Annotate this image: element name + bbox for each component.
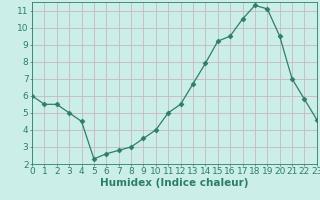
X-axis label: Humidex (Indice chaleur): Humidex (Indice chaleur)	[100, 178, 249, 188]
